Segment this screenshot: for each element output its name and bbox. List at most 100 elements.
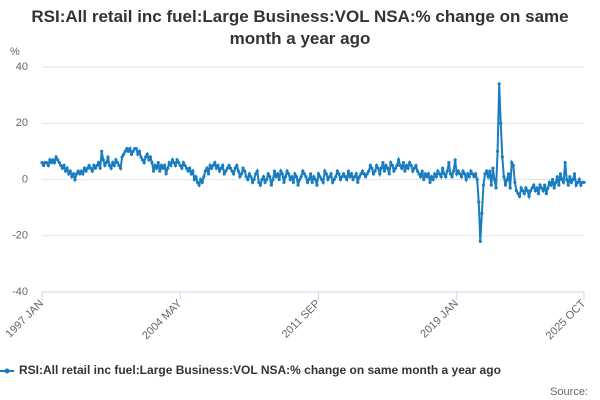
- data-point: [254, 172, 258, 176]
- data-point: [398, 163, 402, 168]
- data-point: [214, 166, 218, 170]
- data-point: [535, 186, 539, 190]
- data-point: [258, 183, 262, 187]
- data-point: [453, 158, 457, 162]
- data-point: [213, 161, 217, 165]
- data-point: [345, 177, 349, 182]
- data-point: [131, 149, 135, 153]
- data-point: [382, 169, 387, 173]
- data-point: [189, 172, 193, 176]
- data-point: [169, 163, 173, 168]
- data-point: [294, 175, 299, 179]
- data-point: [243, 169, 247, 173]
- data-point: [54, 155, 58, 159]
- data-point: [415, 169, 420, 173]
- data-point: [525, 189, 530, 193]
- data-point: [433, 172, 437, 176]
- data-point: [296, 183, 300, 187]
- data-point: [70, 175, 74, 179]
- data-point: [122, 152, 126, 156]
- data-point: [412, 166, 416, 170]
- data-point: [565, 177, 569, 182]
- data-point: [419, 175, 423, 179]
- data-point: [524, 186, 528, 190]
- data-point: [79, 169, 83, 173]
- data-point: [290, 175, 294, 179]
- data-point: [459, 175, 464, 179]
- data-point: [543, 183, 547, 187]
- data-point: [519, 186, 523, 190]
- data-point: [574, 183, 578, 187]
- data-point: [109, 166, 113, 170]
- data-point: [343, 175, 347, 179]
- data-point: [85, 166, 90, 170]
- data-point: [68, 169, 72, 173]
- data-point: [305, 180, 310, 184]
- data-point: [147, 158, 151, 162]
- data-point: [527, 194, 531, 198]
- data-point: [395, 163, 399, 168]
- data-point: [497, 82, 501, 86]
- data-point: [549, 183, 553, 187]
- data-point: [475, 177, 479, 182]
- data-point: [161, 166, 165, 170]
- data-point: [236, 169, 240, 173]
- data-point: [156, 161, 160, 165]
- data-point: [577, 177, 581, 182]
- data-point: [183, 163, 187, 168]
- data-point: [406, 166, 410, 170]
- data-point: [539, 186, 544, 190]
- data-point: [379, 166, 383, 170]
- data-point: [291, 180, 295, 184]
- data-point: [247, 172, 251, 176]
- data-point: [530, 186, 534, 190]
- data-point: [208, 163, 212, 168]
- data-point: [466, 172, 470, 176]
- data-point: [521, 189, 525, 193]
- data-point: [357, 175, 361, 179]
- data-point: [117, 163, 121, 168]
- data-point: [225, 166, 229, 170]
- data-point: [87, 163, 91, 168]
- data-point: [151, 169, 156, 173]
- data-point: [114, 158, 118, 162]
- data-point: [425, 175, 429, 179]
- data-point: [331, 180, 335, 184]
- data-point: [342, 172, 346, 176]
- data-point: [188, 166, 192, 170]
- data-point: [376, 166, 380, 170]
- data-point: [474, 172, 478, 176]
- data-point: [469, 169, 473, 173]
- data-point: [84, 169, 88, 173]
- data-point: [310, 180, 314, 184]
- data-point: [444, 175, 448, 179]
- data-point: [298, 177, 302, 182]
- data-point: [561, 180, 566, 184]
- x-tick-label: 2004 MAY: [140, 297, 185, 342]
- y-tick-label: 20: [16, 117, 28, 129]
- data-point: [230, 169, 234, 173]
- data-point: [252, 177, 256, 182]
- data-point: [302, 172, 306, 176]
- data-point: [582, 180, 586, 184]
- data-point: [560, 177, 564, 182]
- data-point: [159, 163, 163, 168]
- data-point: [73, 177, 77, 182]
- data-point: [57, 161, 61, 165]
- data-point: [409, 163, 413, 168]
- data-point: [129, 152, 134, 156]
- data-point: [499, 121, 503, 125]
- data-point: [216, 163, 220, 168]
- data-point: [235, 163, 239, 168]
- data-point: [572, 172, 577, 176]
- data-point: [442, 172, 446, 176]
- data-point: [195, 180, 200, 184]
- data-point: [274, 175, 278, 179]
- data-point: [477, 200, 481, 204]
- data-point: [106, 155, 110, 159]
- data-point: [503, 183, 508, 187]
- data-point: [194, 175, 198, 179]
- x-tick-label: 2025 OCT: [544, 297, 589, 342]
- data-point: [478, 239, 482, 243]
